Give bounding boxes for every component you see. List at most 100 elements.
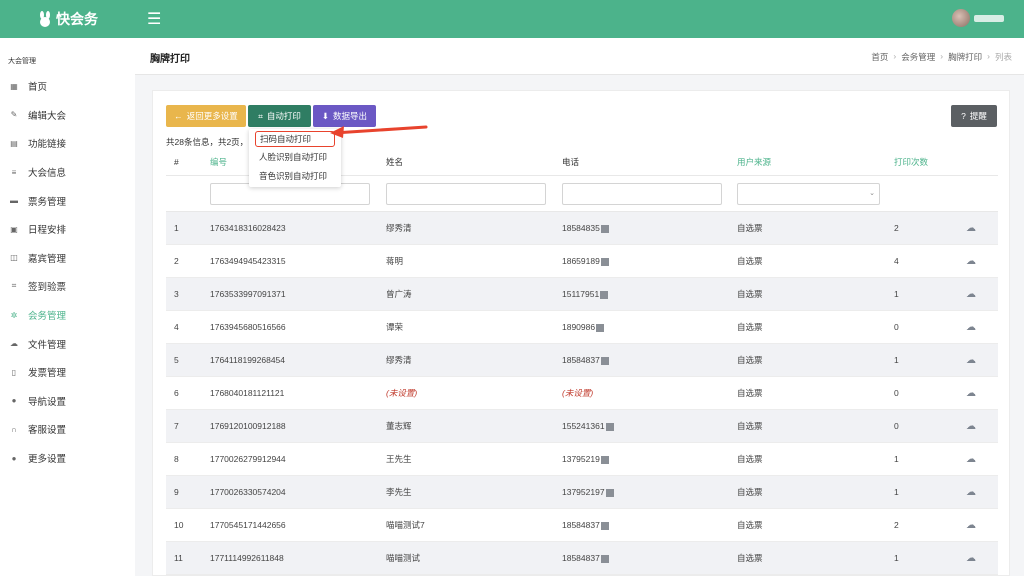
sidebar-item-5[interactable]: ▣ 日程安排 [0,215,135,244]
row-source-text: 自选票 [737,388,763,398]
row-phone-text: 155241361 [562,421,605,431]
col-code[interactable]: 编号 [210,157,228,167]
cloud-print-icon[interactable]: ☁ [966,288,976,300]
cloud-print-icon[interactable]: ☁ [966,354,976,366]
row-name-text: 喵喵测试 [386,553,421,563]
help-button[interactable]: ? 提醒 [951,105,997,127]
user-menu[interactable] [952,9,1004,27]
cloud-print-icon[interactable]: ☁ [966,387,976,399]
help-label: 提醒 [969,111,987,121]
row-index-text: 7 [174,421,179,431]
row-index-text: 1 [174,223,179,233]
row-print-count-text: 4 [894,256,899,266]
privacy-mask [600,521,609,530]
row-source-text: 自选票 [737,355,763,365]
sidebar-item-4[interactable]: ▬ 票务管理 [0,186,135,215]
cloud-print-icon[interactable]: ☁ [966,519,976,531]
sidebar-item-6[interactable]: ◫ 嘉宾管理 [0,244,135,273]
sidebar-item-2[interactable]: ▤ 功能链接 [0,129,135,158]
row-index: 8 [174,454,179,464]
phone-filter-input[interactable] [562,182,722,205]
table-header: # 编号 姓名 电话 用户来源 打印次数 [166,149,998,176]
sidebar-item-1[interactable]: ✎ 编辑大会 [0,101,135,130]
table-row: 6 1768040181121121 (未设置) (未设置) 自选票 0 ☁ [166,377,998,410]
auto-print-button[interactable]: ⌗ 自动打印 [248,105,311,127]
col-index: # [174,157,179,167]
row-source-text: 自选票 [737,487,763,497]
row-print-count-text: 1 [894,355,899,365]
cloud-print-icon[interactable]: ☁ [966,255,976,267]
list-icon: ≡ [11,167,17,177]
row-code: 1763418316028423 [210,223,286,233]
sidebar-item-8[interactable]: ✲ 会务管理 [0,301,135,330]
row-source-text: 自选票 [737,553,763,563]
cloud-print-icon[interactable]: ☁ [966,420,976,432]
col-print-count[interactable]: 打印次数 [894,157,929,167]
row-name: 王先生 [386,453,412,465]
user-name-blurred [974,14,1004,22]
sidebar-item-0[interactable]: ▦ 首页 [0,72,135,101]
avatar [952,9,970,27]
cloud-print-icon[interactable]: ☁ [966,486,976,498]
source-filter-select[interactable]: ⌄ [737,182,880,205]
export-data-button[interactable]: ⬇ 数据导出 [313,105,376,127]
breadcrumb-badge-print[interactable]: 胸牌打印 [948,52,983,62]
row-index: 11 [174,553,183,563]
row-name: (未设置) [386,387,417,399]
row-print-count-text: 2 [894,520,899,530]
row-phone: 18584837 [562,520,609,530]
row-phone-text: 137952197 [562,487,605,497]
row-source: 自选票 [737,420,763,432]
row-name: 谭荣 [386,321,403,333]
cloud-print-icon[interactable]: ☁ [966,552,976,564]
cloud-print-icon[interactable]: ☁ [966,453,976,465]
row-code-text: 1764118199268454 [210,355,286,365]
sidebar-item-10[interactable]: ▯ 发票管理 [0,358,135,387]
row-print-count: 1 [894,355,899,365]
row-name-text: 缪秀清 [386,355,412,365]
menu-toggle-icon[interactable]: ☰ [147,11,162,28]
row-code: 1763494945423315 [210,256,286,266]
question-icon: ? [961,111,966,121]
sidebar-item-12[interactable]: ∩ 客服设置 [0,415,135,444]
scan-auto-print-option[interactable]: 扫码自动打印 [255,131,335,147]
face-auto-print-option[interactable]: 人脸识别自动打印 [259,151,328,162]
sidebar: 大会管理 ▦ 首页 ✎ 编辑大会 ▤ 功能链接 ≡ 大会信息 ▬ 票务管理 ▣ 日程安排 ◫ 嘉宾管理 ⌗ 签… [0,38,135,576]
sidebar-item-label: 会务管理 [28,311,67,323]
name-filter-input[interactable] [386,182,546,205]
cloud-icon: ☁ [10,339,18,349]
sidebar-item-label: 首页 [28,82,48,94]
privacy-mask [600,356,609,365]
sidebar-item-11[interactable]: ● 导航设置 [0,387,135,416]
row-index-text: 8 [174,454,179,464]
row-name-text: 董志辉 [386,421,412,431]
col-source[interactable]: 用户来源 [737,157,772,167]
cloud-print-icon[interactable]: ☁ [966,321,976,333]
breadcrumb-meeting-management[interactable]: 会务管理 [901,52,936,62]
sidebar-item-3[interactable]: ≡ 大会信息 [0,158,135,187]
sidebar-item-13[interactable]: ● 更多设置 [0,444,135,473]
sidebar-item-9[interactable]: ☁ 文件管理 [0,329,135,358]
row-name-text: 喵喵测试7 [386,520,425,530]
voice-auto-print-option[interactable]: 音色识别自动打印 [259,170,328,181]
row-index-text: 3 [174,289,179,299]
row-index: 6 [174,388,179,398]
sidebar-item-7[interactable]: ⌗ 签到验票 [0,272,135,301]
breadcrumb-home[interactable]: 首页 [871,52,889,62]
row-code: 1771114992611848 [210,553,284,563]
row-index-text: 11 [174,553,183,563]
breadcrumb-current: 列表 [994,52,1012,62]
row-index-text: 4 [174,322,179,332]
back-to-settings-button[interactable]: ← 返回更多设置 [166,105,246,127]
cloud-print-icon[interactable]: ☁ [966,222,976,234]
logo[interactable]: 快会务 [0,9,135,29]
row-name-text: 王先生 [386,454,412,464]
row-phone: 18659189 [562,256,609,266]
privacy-mask [600,224,609,233]
row-source: 自选票 [737,255,763,267]
row-phone-text: 15117951 [562,289,600,299]
row-index: 4 [174,322,179,332]
edit-icon: ✎ [10,110,18,120]
sidebar-item-label: 签到验票 [28,282,67,294]
row-index: 10 [174,520,183,530]
